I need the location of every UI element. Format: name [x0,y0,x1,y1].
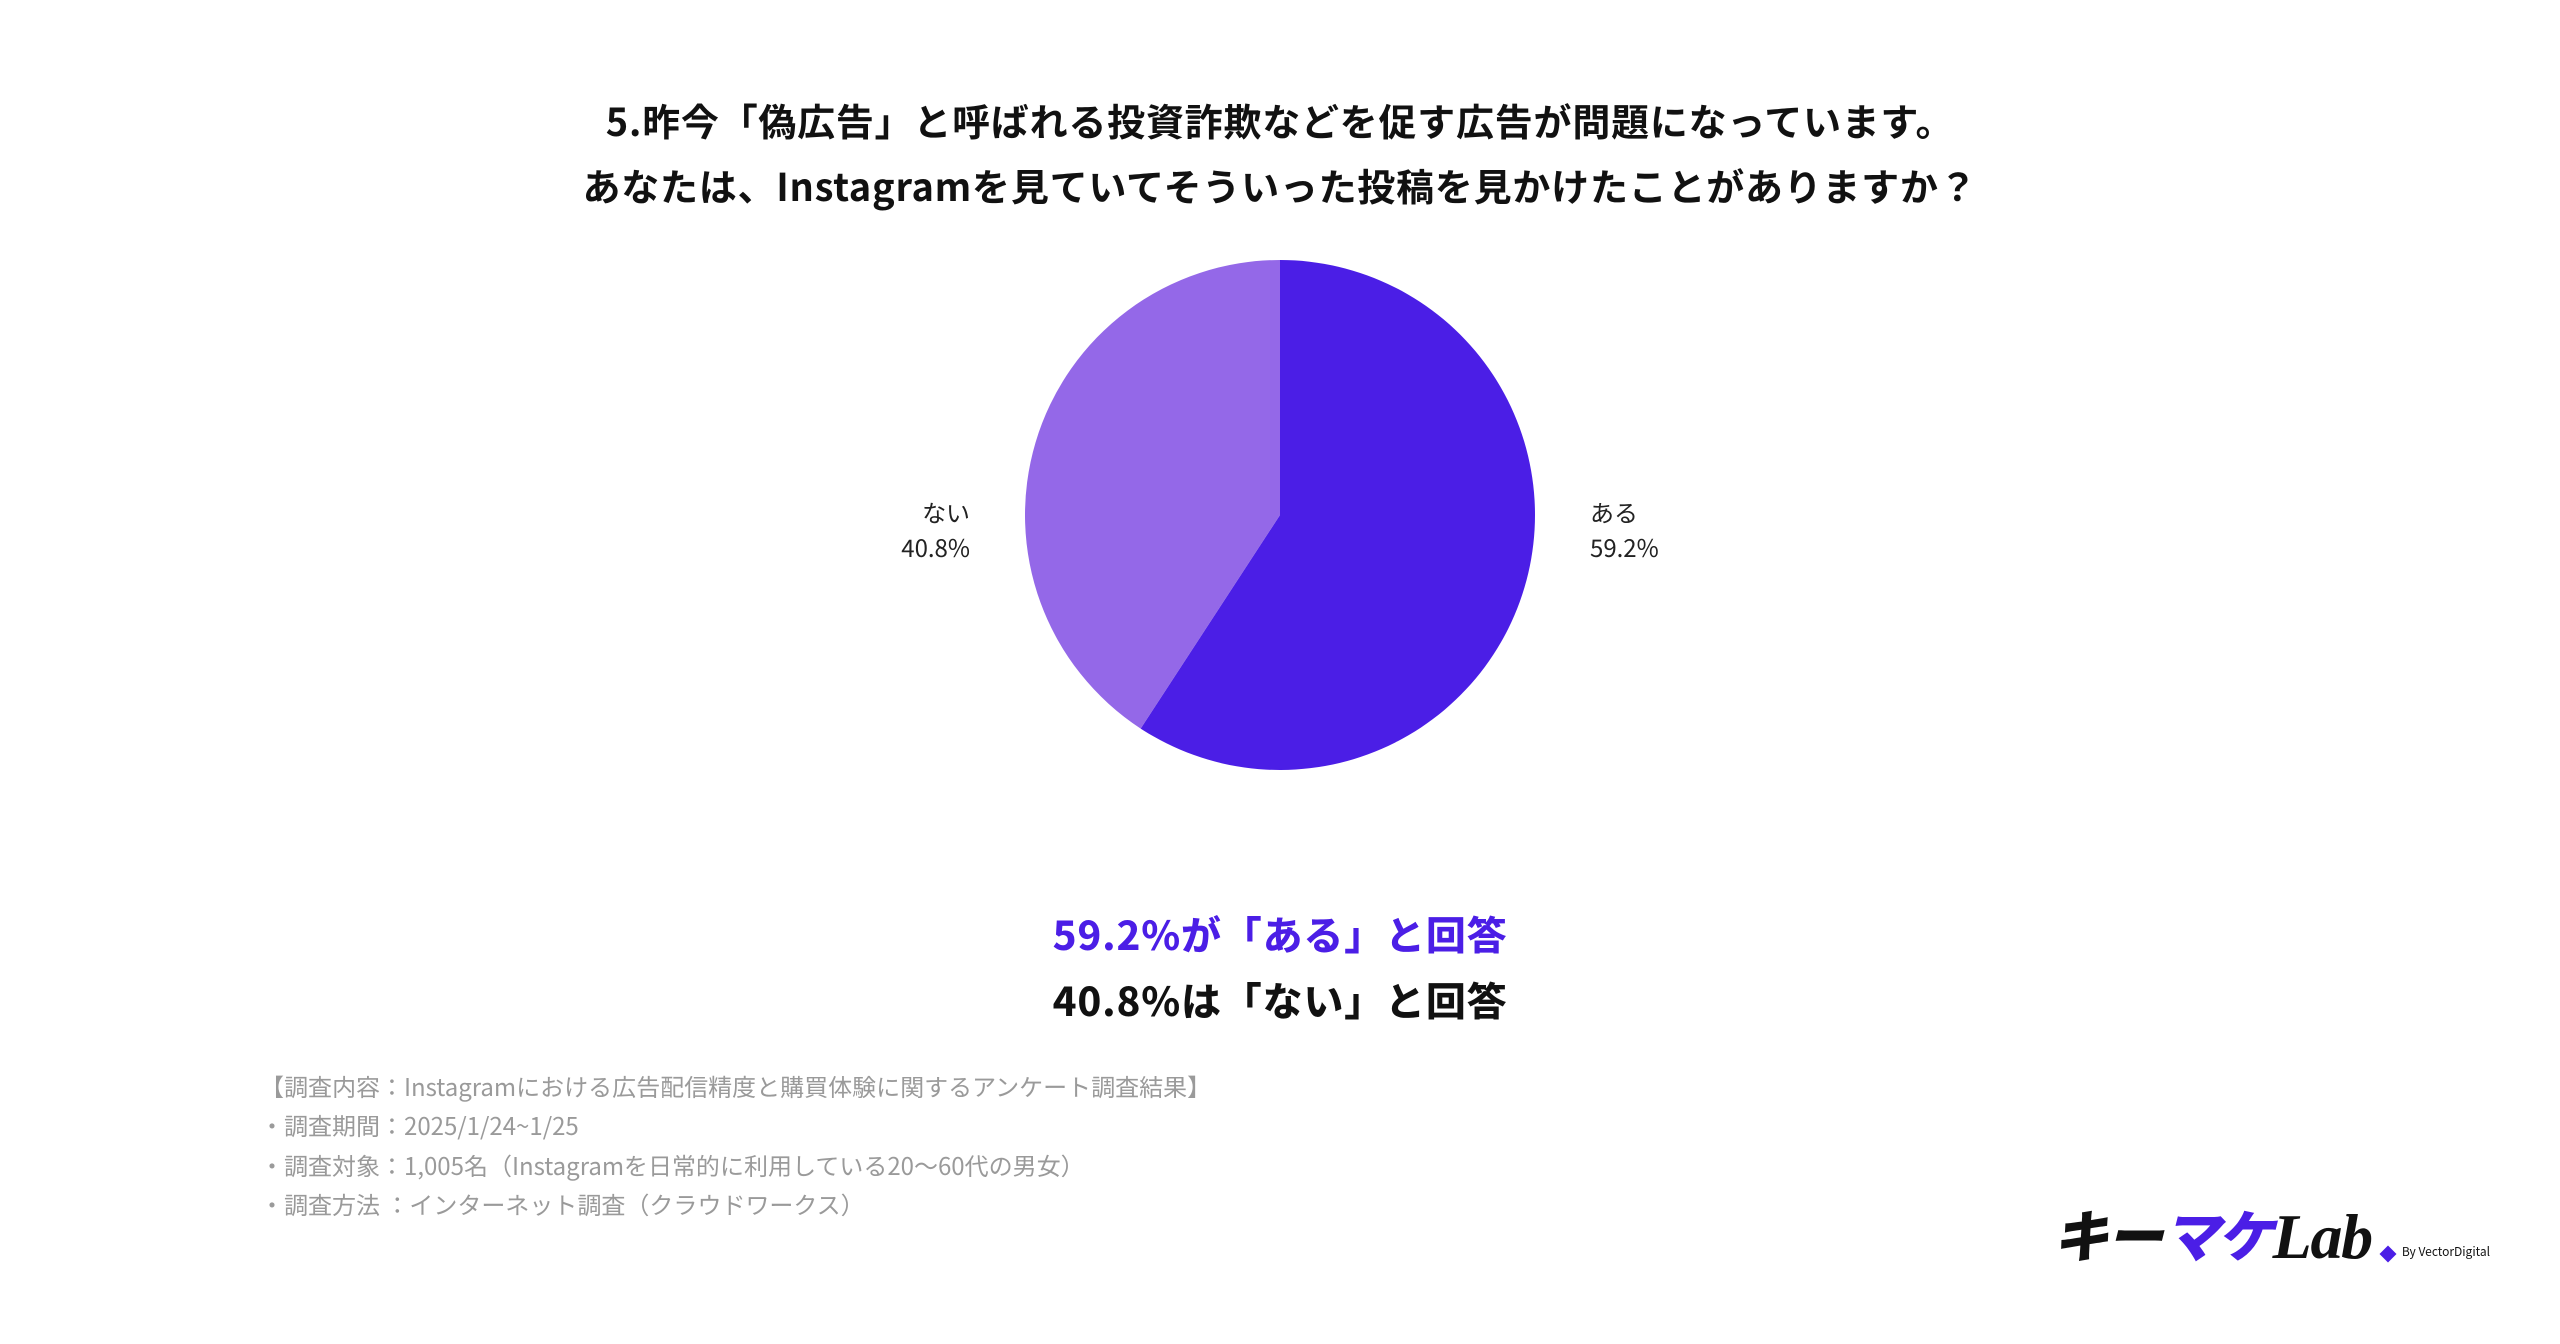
infographic-page: 5.昨今「偽広告」と呼ばれる投資詐欺などを促す広告が問題になっています。 あなた… [0,0,2560,1344]
pie-svg [1025,260,1535,770]
summary-row-1: 59.2%が「ある」と回答 [0,900,2560,966]
data-label-yes: ある 59.2% [1590,495,1659,565]
brand-logo: キー マケ Lab By VectorDigital [2052,1193,2490,1274]
pie-chart: ある 59.2% ない 40.8% [680,260,1880,820]
title-block: 5.昨今「偽広告」と呼ばれる投資詐欺などを促す広告が問題になっています。 あなた… [0,88,2560,217]
logo-byline: By VectorDigital [2402,1243,2490,1260]
title-line-1: 5.昨今「偽広告」と呼ばれる投資詐欺などを促す広告が問題になっています。 [0,88,2560,153]
data-label-yes-percent: 59.2% [1590,530,1659,565]
data-label-no: ない 40.8% [901,495,970,565]
title-line-2: あなたは、Instagramを見ていてそういった投稿を見かけたことがありますか？ [0,153,2560,218]
survey-metadata: 【調査内容：Instagramにおける広告配信精度と購買体験に関するアンケート調… [260,1066,1211,1224]
footer-line-1: 【調査内容：Instagramにおける広告配信精度と購買体験に関するアンケート調… [260,1066,1211,1106]
footer-line-3: ・調査対象：1,005名（Instagramを日常的に利用している20〜60代の… [260,1145,1211,1185]
data-label-no-percent: 40.8% [901,530,970,565]
data-label-no-text: ない [901,495,970,530]
data-label-yes-text: ある [1590,495,1659,530]
footer-line-2: ・調査期間：2025/1/24~1/25 [260,1105,1211,1145]
logo-part-2: マケ [2163,1193,2271,1274]
logo-accent-diamond-icon [2379,1246,2396,1263]
footer-line-4: ・調査方法 ：インターネット調査（クラウドワークス） [260,1184,1211,1224]
summary-row-2: 40.8%は「ない」と回答 [0,966,2560,1032]
logo-part-1: キー [2052,1193,2161,1274]
logo-part-3: Lab [2273,1200,2372,1274]
summary-block: 59.2%が「ある」と回答 40.8%は「ない」と回答 [0,900,2560,1032]
